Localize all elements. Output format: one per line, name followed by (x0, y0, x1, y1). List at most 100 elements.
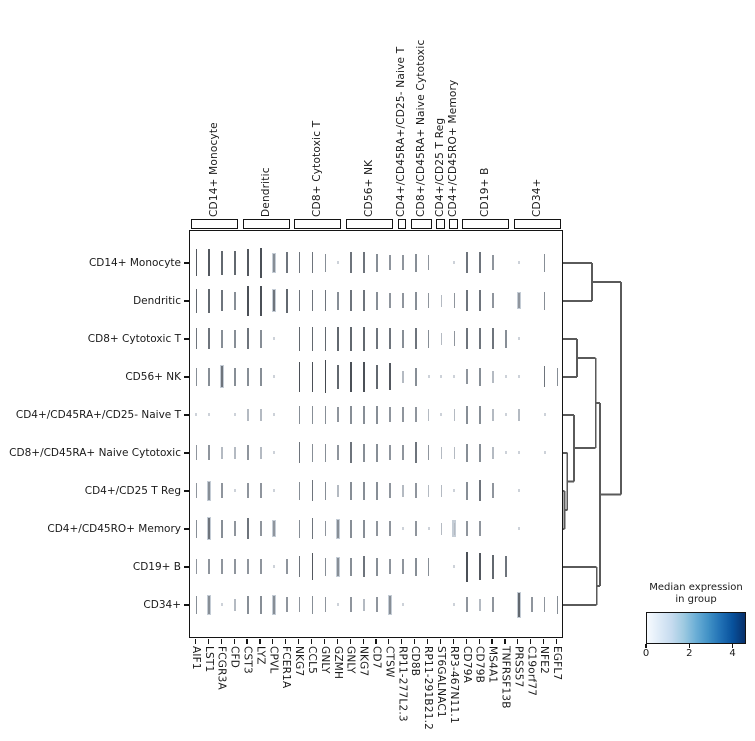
gene-label: GNLY (318, 645, 331, 674)
violin-cell (208, 559, 211, 575)
axis-tick-bottom (375, 638, 377, 644)
violin-cell (363, 556, 365, 578)
violin-cell (298, 519, 301, 538)
violin-cell (195, 249, 198, 277)
gene-label: CTSW (383, 645, 396, 678)
violin-cell (479, 367, 481, 386)
violin-cell (350, 252, 353, 274)
violin-cell (350, 597, 353, 613)
violin-cell (389, 595, 391, 614)
row-label: CD14+ Monocyte (88, 257, 181, 269)
violin-cell (427, 445, 430, 461)
violin-cell (363, 405, 365, 424)
gene-label: NFE2 (538, 645, 551, 674)
violin-cell (337, 364, 340, 389)
violin-cell (453, 331, 456, 347)
violin-cell (414, 291, 417, 310)
axis-tick-bottom (272, 638, 274, 644)
violin-cell (298, 556, 301, 578)
violin-cell (221, 446, 224, 459)
colorbar-title-line2: in group (675, 594, 717, 605)
gene-label: C19orf77 (525, 645, 538, 696)
violin-cell (311, 252, 314, 274)
violin-cell (427, 408, 430, 421)
colorbar-tick-label: 0 (642, 648, 650, 659)
axis-tick-bottom (401, 638, 403, 644)
violin-cell (518, 592, 520, 617)
violin-cell (324, 597, 327, 613)
violin-cell (453, 446, 456, 459)
violin-cell (453, 564, 456, 569)
violin-cell (247, 445, 249, 461)
violin-cell (466, 521, 469, 537)
violin-cell (208, 249, 211, 277)
violin-cell (517, 374, 520, 379)
violin-cell (492, 370, 494, 383)
colorbar-tick-label: 4 (729, 648, 736, 659)
violin-cell (311, 443, 314, 462)
violin-cell (453, 522, 456, 535)
violin-cell (208, 595, 211, 614)
violin-cell (260, 483, 262, 499)
violin-cell (389, 363, 391, 391)
violin-cell (260, 247, 262, 278)
row-label: Dendritic (133, 295, 181, 307)
gene-label: ST6GALNAC1 (434, 645, 447, 718)
axis-tick-bottom (323, 638, 325, 644)
violin-cell (324, 521, 327, 537)
violin-cell (298, 442, 301, 464)
violin-cell (389, 483, 391, 499)
violin-cell (363, 598, 365, 611)
violin-cell (401, 526, 404, 531)
violin-cell (324, 253, 327, 272)
violin-cell (479, 405, 481, 424)
gene-label: CD79B (473, 645, 486, 683)
violin-cell (389, 407, 391, 423)
gene-label: FCGR3A (215, 645, 228, 690)
row-label: CD19+ B (132, 561, 181, 573)
violin-cell (208, 445, 211, 461)
violin-cell (272, 564, 275, 569)
violin-cell (311, 480, 314, 502)
violin-cell (298, 326, 301, 351)
violin-cell (311, 553, 314, 581)
violin-cell (260, 559, 262, 575)
violin-cell (260, 521, 262, 537)
violin-cell (363, 519, 365, 538)
violin-cell (453, 374, 456, 379)
violin-cell (272, 450, 275, 455)
violin-cell (195, 288, 198, 313)
violin-cell (363, 290, 365, 312)
gene-label: GNLY (344, 645, 357, 674)
violin-cell (298, 481, 301, 500)
violin-cell (401, 293, 404, 309)
axis-tick-bottom (555, 638, 558, 644)
violin-cell (440, 446, 443, 459)
violin-cell (195, 445, 198, 461)
violin-cell (272, 521, 275, 537)
violin-cell (260, 595, 262, 614)
gene-label: RP11-291B21.2 (422, 645, 435, 730)
violin-cell (376, 443, 378, 462)
violin-cell (492, 597, 494, 613)
violin-cell (272, 374, 275, 379)
violin-cell (350, 519, 353, 538)
violin-cell (466, 369, 469, 385)
axis-tick-bottom (207, 638, 209, 644)
violin-cell (414, 521, 417, 537)
violin-cell (453, 602, 456, 607)
column-group-bracket (513, 219, 561, 229)
column-group-label: CD4+/CD25 T Reg (433, 117, 446, 217)
axis-tick-bottom (246, 638, 248, 644)
violin-cell (208, 518, 211, 540)
violin-cell (376, 481, 378, 500)
column-group-bracket (449, 219, 458, 229)
axis-tick-bottom (362, 638, 364, 644)
violin-cell (195, 519, 198, 538)
violin-cell (427, 526, 430, 531)
axis-tick-left (183, 604, 189, 606)
gene-label: GZMH (331, 645, 344, 679)
gene-label: TNFRSF13B (499, 645, 512, 709)
violin-cell (479, 521, 481, 537)
axis-tick-bottom (478, 638, 480, 644)
